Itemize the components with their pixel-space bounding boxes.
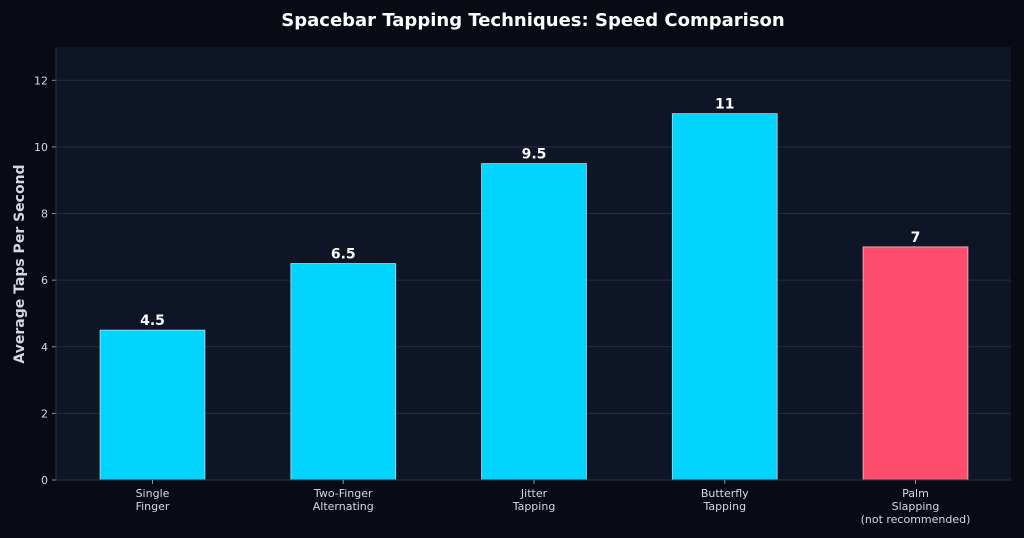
y-tick-label: 0 [41,474,48,487]
bar-value-label: 6.5 [331,247,356,263]
bar [862,246,969,481]
y-tick-label: 4 [41,341,48,354]
y-tick-label: 10 [34,141,48,154]
bar-value-label: 11 [715,97,734,113]
x-tick-label-line: Tapping [702,500,746,513]
x-tick-label-line: (not recommended) [861,513,971,526]
x-tick-label-line: Single [136,487,170,500]
x-tick-label-line: Jitter [520,487,548,500]
bar-value-labels: 4.5 6.5 9.5 11 7 [140,97,920,330]
y-axis-title: Average Taps Per Second [12,164,28,363]
bar-value-label: 7 [911,230,921,246]
x-tick-label: Butterfly Tapping [701,487,749,513]
x-tick-label-line: Palm [902,487,929,500]
y-axis: 0 2 4 6 8 10 12 [34,47,57,487]
x-tick-label: Palm Slapping (not recommended) [861,487,971,526]
y-tick-label: 12 [34,74,48,87]
y-tick-label: 8 [41,208,48,221]
x-tick-label: Single Finger [136,487,170,513]
bar [671,113,778,481]
bar [290,263,397,481]
x-tick-label: Two-Finger Alternating [313,487,374,513]
y-tick-label: 2 [41,407,48,420]
bars [99,113,969,481]
bar [99,329,206,481]
x-tick-label-line: Finger [136,500,170,513]
bar-value-label: 4.5 [140,313,165,329]
x-tick-label-line: Tapping [512,500,556,513]
x-tick-label-line: Slapping [892,500,940,513]
bar [481,163,587,481]
x-tick-label-line: Two-Finger [313,487,373,500]
y-tick-label: 6 [41,274,48,287]
bar-value-label: 9.5 [522,147,547,163]
chart-title: Spacebar Tapping Techniques: Speed Compa… [281,10,784,31]
x-tick-label-line: Butterfly [701,487,749,500]
x-tick-label-line: Alternating [313,500,374,513]
x-tick-label: Jitter Tapping [512,487,556,513]
